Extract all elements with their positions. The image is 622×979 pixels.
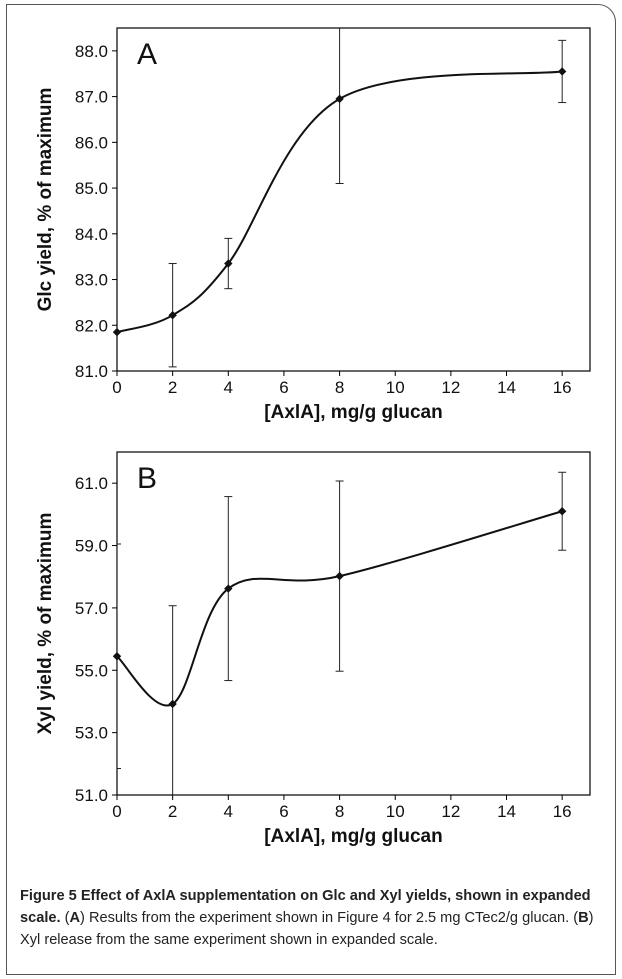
y-tick-label: 84.0 (75, 225, 108, 244)
y-tick-label: 87.0 (75, 88, 108, 107)
figure-frame (6, 4, 616, 975)
x-tick-label: 6 (279, 802, 288, 821)
figure-caption: Figure 5 Effect of AxlA supplementation … (20, 885, 610, 951)
y-tick-label: 59.0 (75, 537, 108, 556)
data-point (557, 67, 567, 76)
x-tick-label: 14 (497, 378, 516, 397)
y-tick-label: 55.0 (75, 661, 108, 680)
caption-part: A (69, 910, 81, 926)
x-tick-label: 10 (386, 802, 405, 821)
x-tick-label: 2 (168, 378, 177, 397)
x-tick-label: 4 (224, 378, 233, 397)
y-tick-label: 86.0 (75, 133, 108, 152)
x-tick-label: 12 (441, 378, 460, 397)
x-axis-label: [AxlA], mg/g glucan (264, 826, 442, 847)
x-tick-label: 4 (224, 802, 233, 821)
data-point (335, 94, 344, 104)
data-point (335, 571, 344, 581)
x-tick-label: 6 (279, 378, 288, 397)
x-tick-label: 8 (335, 378, 344, 397)
x-tick-label: 8 (335, 802, 344, 821)
caption-body: (A) Results from the experiment shown in… (20, 910, 594, 948)
data-point (224, 259, 233, 268)
x-tick-label: 0 (112, 378, 121, 397)
data-layer (117, 471, 567, 795)
y-axis-label: Glc yield, % of maximum (35, 88, 56, 312)
x-tick-label: 14 (497, 802, 516, 821)
caption-part: ) Results from the experiment shown in F… (80, 910, 579, 926)
caption-part: ( (60, 910, 70, 926)
data-layer (117, 28, 567, 368)
data-point (168, 311, 177, 320)
y-tick-label: 81.0 (75, 362, 108, 381)
x-tick-label: 12 (441, 802, 460, 821)
panel-label: A (137, 38, 157, 71)
chart-panel-b: 51.0 53.0 55.0 57.0 59.0 61.0 0 2 4 6 8 10 12 14 16 [Ax… (35, 451, 591, 847)
caption-part: ) Xyl release from the same experiment s… (20, 910, 594, 948)
y-tick-label: 53.0 (75, 724, 108, 743)
data-point (557, 507, 567, 516)
caption-part: B (578, 910, 589, 926)
x-tick-label: 0 (112, 802, 121, 821)
y-tick-label: 82.0 (75, 316, 108, 335)
data-point (112, 652, 122, 661)
y-tick-label: 85.0 (75, 179, 108, 198)
data-point (168, 699, 177, 709)
y-tick-label: 61.0 (75, 474, 108, 493)
plot-area-border (116, 27, 591, 372)
x-tick-label: 16 (553, 378, 572, 397)
plot-area-border (116, 451, 591, 796)
y-tick-label: 88.0 (75, 42, 108, 61)
y-tick-label: 51.0 (75, 786, 108, 805)
y-axis-label: Xyl yield, % of maximum (35, 513, 56, 735)
panel-label: B (137, 462, 157, 495)
caption-title: Figure 5 Effect of AxlA supplementation … (20, 888, 591, 926)
x-tick-label: 2 (168, 802, 177, 821)
y-tick-label: 57.0 (75, 599, 108, 618)
chart-panel-a: 81.0 82.0 83.0 84.0 85.0 86.0 87.0 88.0 0 2 4 6 8 10 1… (35, 27, 591, 423)
x-axis-label: [AxlA], mg/g glucan (264, 402, 442, 423)
data-point (112, 327, 122, 337)
x-tick-label: 10 (386, 378, 405, 397)
y-tick-label: 83.0 (75, 271, 108, 290)
x-tick-label: 16 (553, 802, 572, 821)
series-line (117, 510, 563, 707)
